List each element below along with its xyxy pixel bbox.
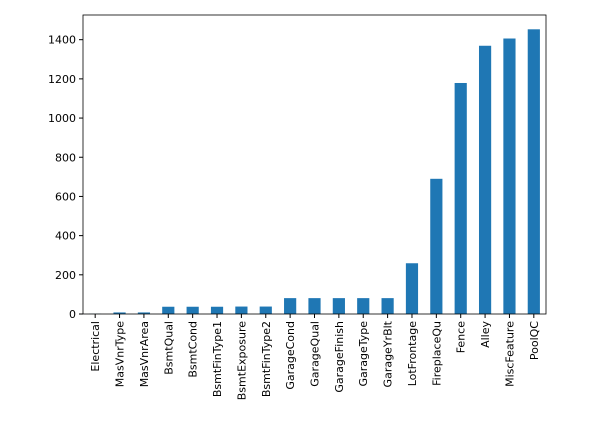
x-tick-label: GarageYrBlt bbox=[382, 320, 395, 387]
bar bbox=[235, 306, 248, 314]
bar bbox=[381, 298, 394, 314]
plot-frame bbox=[82, 14, 547, 315]
bar bbox=[357, 298, 370, 314]
y-tick-label: 800 bbox=[55, 151, 76, 164]
bar bbox=[113, 312, 126, 314]
bar bbox=[308, 298, 321, 314]
x-tick-label: MiscFeature bbox=[503, 321, 516, 387]
x-tick-label: Fence bbox=[455, 321, 468, 354]
y-tick-label: 1000 bbox=[48, 112, 76, 125]
y-tick-label: 200 bbox=[55, 269, 76, 282]
x-tick-label: GarageFinish bbox=[333, 321, 346, 393]
y-tick-label: 0 bbox=[69, 308, 76, 321]
x-tick-label: MasVnrType bbox=[114, 321, 127, 387]
x-tick-label: BsmtFinType1 bbox=[211, 321, 224, 397]
y-tick-label: 400 bbox=[55, 230, 76, 243]
x-tick-label: BsmtExposure bbox=[235, 321, 248, 400]
bar bbox=[284, 298, 297, 314]
bar bbox=[259, 306, 272, 314]
x-tick-label: MasVnrArea bbox=[138, 321, 151, 387]
y-tick-label: 600 bbox=[55, 190, 76, 203]
x-tick-label: BsmtCond bbox=[187, 321, 200, 378]
bar bbox=[210, 306, 224, 314]
x-tick-label: PoolQC bbox=[528, 321, 541, 360]
x-tick-label: BsmtQual bbox=[162, 321, 175, 375]
bar bbox=[186, 306, 199, 314]
x-tick-label: GarageQual bbox=[309, 321, 322, 387]
bar bbox=[405, 263, 419, 314]
y-tick-label: 1200 bbox=[48, 73, 76, 86]
bar bbox=[332, 298, 345, 314]
x-tick-label: GarageCond bbox=[284, 321, 297, 390]
x-tick-label: LotFrontage bbox=[406, 321, 419, 387]
bar bbox=[527, 29, 540, 315]
bar bbox=[137, 312, 151, 314]
x-tick-label: FireplaceQu bbox=[430, 321, 443, 386]
x-tick-label: Alley bbox=[479, 321, 492, 348]
bar bbox=[454, 82, 467, 314]
y-tick-label: 1400 bbox=[48, 34, 76, 47]
bar bbox=[162, 306, 175, 314]
bar bbox=[430, 178, 443, 314]
x-tick-label: Electrical bbox=[89, 321, 102, 372]
x-tick-label: GarageType bbox=[357, 321, 370, 387]
x-tick-label: BsmtFinType2 bbox=[260, 321, 273, 397]
bar bbox=[478, 45, 492, 315]
bar bbox=[503, 38, 516, 314]
